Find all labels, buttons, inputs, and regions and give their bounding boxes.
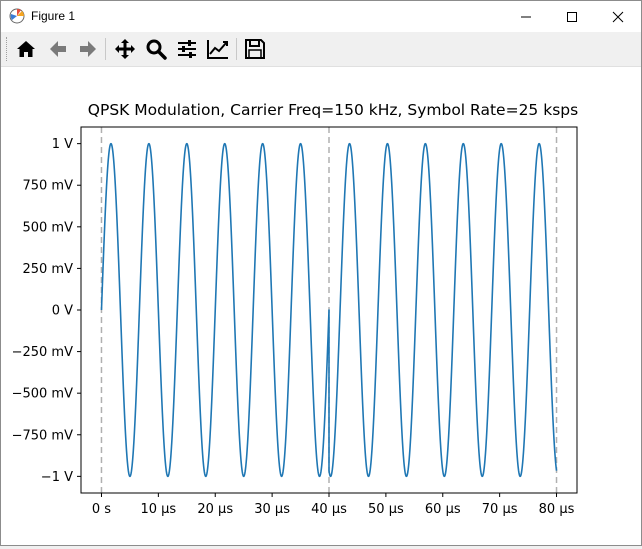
arrow-left-icon (50, 41, 66, 57)
y-tick-label-2: 500 mV (22, 220, 73, 235)
y-tick-label-3: 250 mV (22, 262, 73, 277)
maximize-button[interactable] (549, 1, 595, 32)
back-button[interactable] (45, 36, 71, 62)
toolbar-separator (236, 38, 237, 60)
toolbar-grip (6, 37, 9, 61)
sliders-icon (178, 40, 196, 58)
magnifier-icon (146, 39, 167, 60)
toolbar-separator (105, 38, 106, 60)
y-tick-label-8: −1 V (41, 470, 73, 485)
x-tick-label-7: 70 µs (482, 502, 518, 517)
floppy-disk-icon (245, 39, 265, 59)
chart-title: QPSK Modulation, Carrier Freq=150 kHz, S… (88, 101, 578, 119)
y-tick-label-4: 0 V (52, 304, 73, 319)
pan-button[interactable] (112, 36, 138, 62)
plot-svg[interactable]: QPSK Modulation, Carrier Freq=150 kHz, S… (1, 67, 641, 545)
x-tick-label-0: 0 s (92, 502, 111, 517)
y-tick-label-1: 750 mV (22, 179, 73, 194)
minimize-icon (521, 16, 531, 17)
y-tick-label-5: −250 mV (12, 345, 74, 360)
close-icon (612, 11, 624, 22)
close-button[interactable] (595, 1, 641, 32)
x-tick-label-5: 50 µs (368, 502, 404, 517)
y-tick-label-7: −750 mV (12, 428, 74, 443)
x-tick-label-3: 30 µs (254, 502, 290, 517)
zoom-button[interactable] (143, 36, 169, 62)
save-button[interactable] (242, 36, 268, 62)
minimize-button[interactable] (503, 1, 549, 32)
x-tick-label-2: 20 µs (197, 502, 233, 517)
x-tick-label-4: 40 µs (311, 502, 347, 517)
x-tick-label-8: 80 µs (539, 502, 575, 517)
home-button[interactable] (13, 36, 39, 62)
title-bar: Figure 1 (1, 1, 641, 32)
move-icon (115, 39, 135, 59)
figure-canvas[interactable]: QPSK Modulation, Carrier Freq=150 kHz, S… (1, 67, 641, 545)
forward-button[interactable] (75, 36, 101, 62)
qpsk-waveform-line (100, 142, 558, 478)
edit-axes-button[interactable] (205, 36, 231, 62)
home-icon (17, 41, 35, 57)
x-tick-label-1: 10 µs (140, 502, 176, 517)
y-tick-label-6: −500 mV (12, 387, 74, 402)
matplotlib-app-icon (9, 8, 25, 24)
arrow-right-icon (80, 41, 96, 57)
navigation-toolbar (1, 32, 641, 67)
configure-subplots-button[interactable] (174, 36, 200, 62)
maximize-icon (567, 11, 577, 22)
chart-line-icon (207, 40, 228, 59)
x-tick-label-6: 60 µs (425, 502, 461, 517)
window-title: Figure 1 (31, 9, 76, 23)
y-tick-label-0: 1 V (52, 137, 73, 152)
